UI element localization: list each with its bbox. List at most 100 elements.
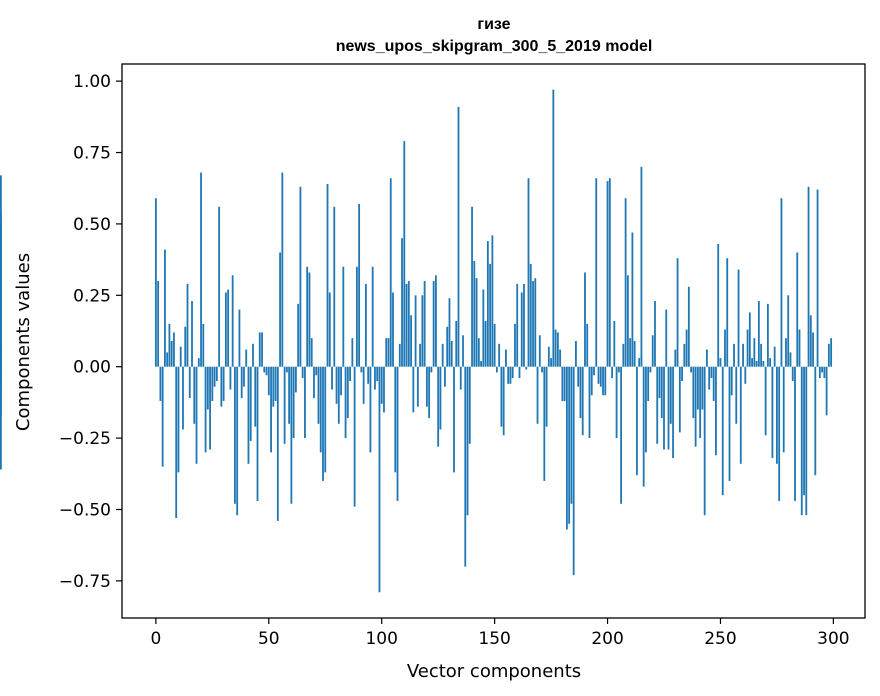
bar [584,272,586,367]
bar [252,343,254,367]
bar [543,366,546,481]
x-axis-ticks: 0 50 100 150 200 250 300 [150,618,850,649]
bar [760,343,763,367]
bar [525,366,528,370]
bar [308,272,311,367]
x-tick-label: 250 [704,629,736,649]
bar [428,366,431,419]
bar [270,366,272,453]
bar [367,366,370,384]
bar [202,323,205,367]
chart-subtitle: news_upos_skipgram_300_5_2019 model [336,38,653,55]
bar [272,366,275,407]
bar [182,366,184,430]
bar [206,366,209,410]
bar [0,212,2,367]
bar [410,315,412,367]
bar [403,141,406,367]
bar [762,360,765,367]
bar [830,338,833,367]
bar [245,349,248,367]
bar [179,346,182,367]
bar [0,366,2,416]
bar [507,366,510,384]
bar [265,366,268,376]
bar [326,183,329,367]
bar [572,366,575,576]
bar [739,366,742,464]
bar [154,198,157,367]
bar [319,366,322,453]
bar [310,338,313,367]
bar [719,358,722,367]
bar [780,198,783,367]
bar [462,335,464,367]
bar [511,366,514,379]
bar [432,281,435,367]
bar [220,366,223,407]
bar [534,278,537,367]
bar [645,366,647,453]
bar [622,343,625,367]
bar [690,366,693,373]
bar [285,366,288,373]
bar [324,366,327,473]
y-tick-label: −0.75 [59,572,111,592]
bar [787,295,790,367]
bar [416,366,419,407]
bar [805,366,808,516]
bar [299,186,302,367]
bar [164,249,166,367]
bar [789,352,792,367]
y-tick-label: −0.25 [59,429,111,449]
bar [520,292,523,367]
bar [231,275,234,367]
y-tick-label: 0.75 [73,144,111,164]
bar [333,206,336,367]
bar [751,358,753,367]
bar [450,341,453,367]
x-tick-label: 300 [817,629,849,649]
bar [570,366,573,504]
bar [593,366,595,376]
bar [626,275,629,367]
bar [437,366,440,447]
bar [647,366,650,401]
bar [412,366,415,413]
bar [261,332,263,367]
bar [351,338,354,367]
bar [168,323,171,367]
y-tick-label: 0.50 [73,215,111,235]
bar [586,323,589,367]
bar [218,206,221,367]
bar [505,349,507,367]
bar [358,203,361,367]
bar [602,366,604,396]
bar [685,329,688,367]
bar [195,366,198,464]
bar [624,198,627,367]
bar [699,366,702,439]
bar [489,263,492,367]
bar [157,281,160,367]
y-tick-label: 0.25 [73,286,111,306]
bar [398,343,401,367]
bar [383,366,385,413]
bar [538,335,541,367]
bar [365,283,367,367]
bar [175,366,178,519]
bar [482,289,485,367]
bar [322,366,324,481]
bar [281,172,284,367]
bar [726,258,729,367]
bar [430,366,433,373]
bar [782,366,785,453]
bar [597,366,600,384]
bar [425,366,428,407]
bar [258,332,261,367]
y-axis-ticks: −0.75 −0.50 −0.25 0.00 0.25 0.50 0.75 1.00 [59,72,122,592]
bar [385,338,388,367]
bar [161,366,164,467]
bar [523,283,525,367]
